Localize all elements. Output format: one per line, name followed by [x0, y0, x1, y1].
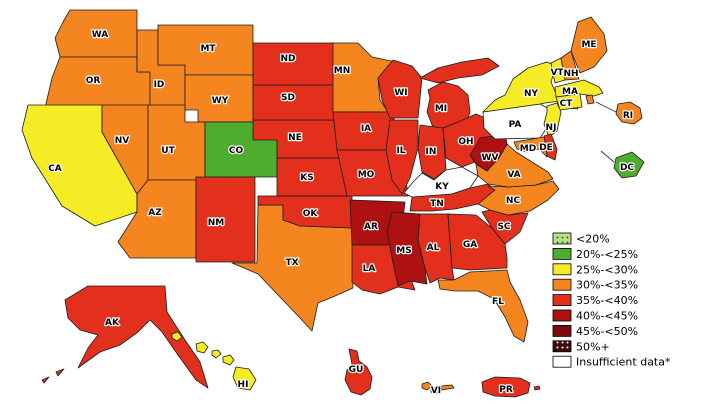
- state-label-il: IL: [396, 146, 405, 156]
- state-label-mn: MN: [334, 66, 351, 76]
- state-label-sc: SC: [497, 222, 510, 232]
- legend: <20% 20%-<25% 25%-<30% 30%-<35% 35%-<40% 40%-…: [552, 232, 671, 369]
- state-label-al: AL: [427, 243, 440, 253]
- state-label-or: OR: [86, 76, 101, 86]
- state-nd[interactable]: [252, 42, 336, 86]
- state-label-ky: KY: [435, 182, 449, 192]
- state-dc[interactable]: [613, 151, 645, 179]
- state-nh[interactable]: [560, 50, 580, 81]
- state-label-wv: WV: [482, 153, 499, 163]
- state-label-wa: WA: [92, 30, 109, 40]
- state-label-vt: VT: [550, 68, 564, 78]
- state-ri[interactable]: [585, 94, 643, 125]
- state-ak[interactable]: [41, 285, 209, 389]
- state-label-ok: OK: [303, 209, 319, 219]
- state-label-co: CO: [229, 146, 244, 156]
- state-label-ma: MA: [562, 87, 578, 97]
- state-label-mi: MI: [435, 104, 447, 114]
- legend-label-40-45: 40%-<45%: [576, 310, 638, 323]
- state-label-id: ID: [154, 80, 165, 90]
- legend-swatch-30-35: [552, 278, 572, 291]
- state-label-oh: OH: [458, 137, 473, 147]
- state-label-sd: SD: [281, 93, 295, 103]
- state-label-ri: RI: [623, 111, 633, 121]
- state-gu[interactable]: [344, 348, 373, 396]
- state-label-nh: NH: [563, 69, 578, 79]
- state-label-wi: WI: [394, 88, 407, 98]
- legend-label-50plus: 50%+: [576, 340, 610, 353]
- state-label-dc: DC: [620, 163, 634, 173]
- state-label-nc: NC: [506, 196, 521, 206]
- state-hi[interactable]: [171, 331, 257, 391]
- state-label-ar: AR: [364, 222, 378, 232]
- state-label-wy: WY: [212, 96, 229, 106]
- state-label-ct: CT: [560, 99, 574, 109]
- state-label-ny: NY: [524, 89, 539, 99]
- legend-swatch-45-50: [552, 324, 572, 337]
- legend-label-lt20: <20%: [576, 233, 610, 246]
- state-ut[interactable]: [147, 104, 206, 181]
- state-ga[interactable]: [447, 213, 508, 271]
- legend-swatch-50plus: [552, 340, 572, 353]
- state-nm[interactable]: [195, 176, 256, 263]
- state-labels-layer: WA OR CA ID MT WY NV UT CO AZ NM TX OK KS NE SD ND MN IA MO…: [47, 29, 636, 397]
- state-label-ca: CA: [48, 164, 62, 174]
- legend-swatch-20-25: [552, 247, 572, 260]
- state-label-nm: NM: [208, 218, 225, 228]
- state-label-gu: GU: [349, 365, 364, 375]
- state-label-nj: NJ: [546, 123, 557, 133]
- state-label-ks: KS: [300, 173, 313, 183]
- state-label-nd: ND: [280, 54, 295, 64]
- legend-swatch-40-45: [552, 309, 572, 322]
- state-fl[interactable]: [437, 269, 529, 343]
- state-label-ms: MS: [396, 246, 411, 256]
- legend-swatch-lt20: [552, 232, 572, 245]
- state-label-va: VA: [507, 170, 520, 180]
- state-label-tx: TX: [285, 258, 298, 268]
- legend-label-insufficient: Insufficient data*: [576, 356, 671, 369]
- state-label-fl: FL: [492, 297, 504, 307]
- state-pa[interactable]: [482, 103, 553, 140]
- legend-label-45-50: 45%-<50%: [576, 325, 638, 338]
- states-layer: [21, 9, 645, 398]
- legend-label-35-40: 35%-<40%: [576, 294, 638, 307]
- state-label-pr: PR: [499, 385, 513, 395]
- state-label-la: LA: [363, 264, 376, 274]
- state-label-mo: MO: [358, 170, 375, 180]
- state-label-az: AZ: [148, 208, 162, 218]
- state-nj[interactable]: [543, 102, 562, 138]
- dc-leader-line: [600, 150, 615, 163]
- state-vi[interactable]: [421, 381, 455, 395]
- state-label-vi: VI: [431, 386, 441, 396]
- state-label-ia: IA: [361, 124, 371, 134]
- state-pr[interactable]: [481, 376, 541, 398]
- state-me[interactable]: [570, 16, 608, 74]
- state-label-tn: TN: [430, 199, 444, 209]
- legend-label-20-25: 20%-<25%: [576, 248, 638, 261]
- legend-swatch-insufficient: [552, 355, 572, 368]
- state-label-pa: PA: [509, 120, 522, 130]
- state-wi[interactable]: [377, 59, 423, 119]
- state-label-ne: NE: [288, 133, 302, 143]
- state-label-ak: AK: [105, 318, 120, 328]
- legend-label-25-30: 25%-<30%: [576, 263, 638, 276]
- state-il[interactable]: [385, 119, 419, 195]
- legend-label-30-35: 30%-<35%: [576, 279, 638, 292]
- state-label-hi: HI: [238, 380, 249, 390]
- legend-swatch-35-40: [552, 294, 572, 307]
- legend-swatch-25-30: [552, 263, 572, 276]
- state-ct[interactable]: [555, 93, 583, 111]
- state-label-nv: NV: [115, 136, 130, 146]
- state-label-in: IN: [426, 147, 437, 157]
- ri-leader-line: [595, 101, 617, 113]
- state-label-mt: MT: [200, 44, 216, 54]
- state-label-ut: UT: [161, 146, 175, 156]
- state-label-ga: GA: [463, 240, 477, 250]
- state-label-md: MD: [520, 144, 536, 154]
- state-de[interactable]: [543, 133, 558, 161]
- state-label-de: DE: [539, 143, 553, 153]
- state-label-me: ME: [581, 40, 596, 50]
